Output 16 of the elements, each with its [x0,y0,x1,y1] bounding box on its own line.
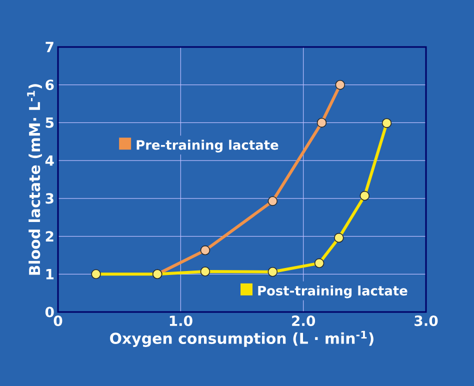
y-tick-label: 3 [46,193,54,204]
y-tick-label: 4 [45,155,54,166]
y-tick-label: 0 [45,306,54,318]
legend-label: Pre-training lactate [136,140,278,152]
y-tick-label: 2 [46,231,54,242]
y-tick-label: 1 [46,269,54,280]
x-tick-label: 0 [54,316,62,326]
x-tick-label: 2.0 [292,316,316,326]
x-tick-label: 1.0 [170,316,192,326]
x-axis-title: Oxygen consumption (L · min$^{-1}$) [110,330,374,347]
legend-label: Post-training lactate [258,286,408,298]
x-tick-label: 3.0 [414,316,438,326]
y-tick-label: 7 [46,42,54,52]
y-tick-label: 6 [46,80,54,90]
y-tick-label: 5 [46,118,54,128]
y-axis-title: Blood lactate (mM· L$^{-1}$) [27,84,42,275]
